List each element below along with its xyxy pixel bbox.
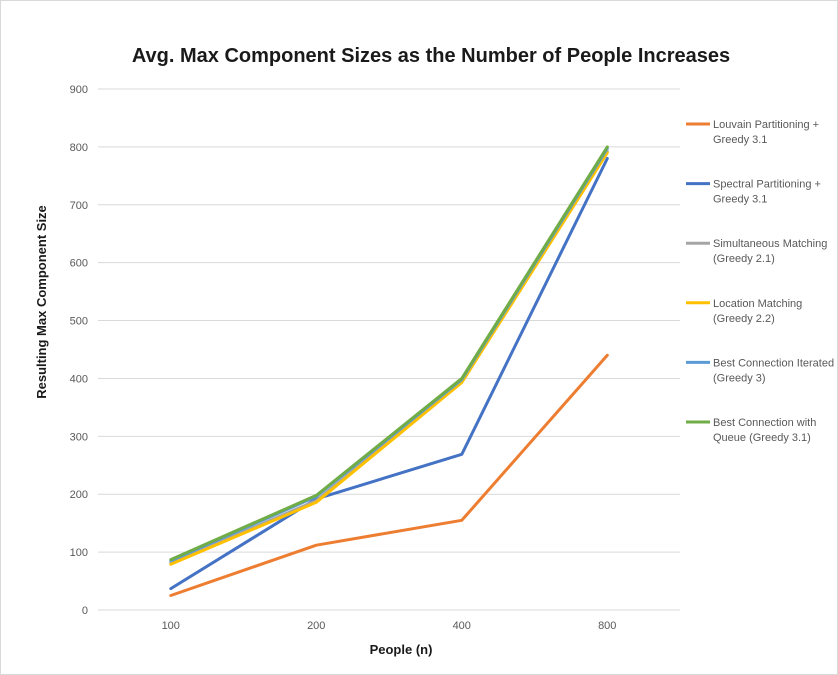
y-axis-ticks: 0 100 200 300 400 500 600 700 800 900: [70, 84, 88, 617]
y-tick-label: 400: [70, 373, 88, 385]
legend-label: Spectral Partitioning +: [713, 179, 821, 191]
x-tick-label: 100: [162, 620, 180, 632]
y-tick-label: 900: [70, 84, 88, 96]
y-tick-label: 600: [70, 258, 88, 270]
legend-label: (Greedy 2.2): [713, 313, 775, 325]
y-tick-label: 200: [70, 489, 88, 501]
legend-label: Greedy 3.1: [713, 134, 767, 146]
legend: Louvain Partitioning + Greedy 3.1 Spectral…: [686, 119, 834, 444]
legend-label: Simultaneous Matching: [713, 238, 827, 250]
series-line: [169, 145, 609, 562]
legend-label: (Greedy 3): [713, 372, 766, 384]
y-axis-title: Resulting Max Component Size: [34, 205, 49, 399]
legend-label: Greedy 3.1: [713, 194, 767, 206]
y-tick-label: 500: [70, 316, 88, 328]
legend-label: Best Connection with: [713, 417, 816, 429]
series-line: [169, 353, 609, 597]
series-line: [169, 157, 609, 591]
series-line: [169, 151, 609, 566]
legend-label: Location Matching: [713, 298, 802, 310]
y-tick-label: 0: [82, 605, 88, 617]
x-tick-label: 200: [307, 620, 325, 632]
y-tick-label: 300: [70, 431, 88, 443]
chart-title: Avg. Max Component Sizes as the Number o…: [132, 45, 730, 67]
y-tick-label: 100: [70, 547, 88, 559]
legend-label: Best Connection Iterated: [713, 357, 834, 369]
legend-label: (Greedy 2.1): [713, 253, 775, 265]
x-axis-ticks: 100 200 400 800: [162, 620, 617, 632]
series-lines: [169, 145, 609, 597]
x-tick-label: 400: [453, 620, 471, 632]
legend-label: Queue (Greedy 3.1): [713, 432, 811, 444]
y-tick-label: 700: [70, 200, 88, 212]
series-line: [169, 147, 609, 563]
legend-label: Louvain Partitioning +: [713, 119, 819, 131]
x-tick-label: 800: [598, 620, 616, 632]
series-line: [169, 150, 609, 565]
x-axis-title: People (n): [370, 642, 433, 657]
y-tick-label: 800: [70, 142, 88, 154]
